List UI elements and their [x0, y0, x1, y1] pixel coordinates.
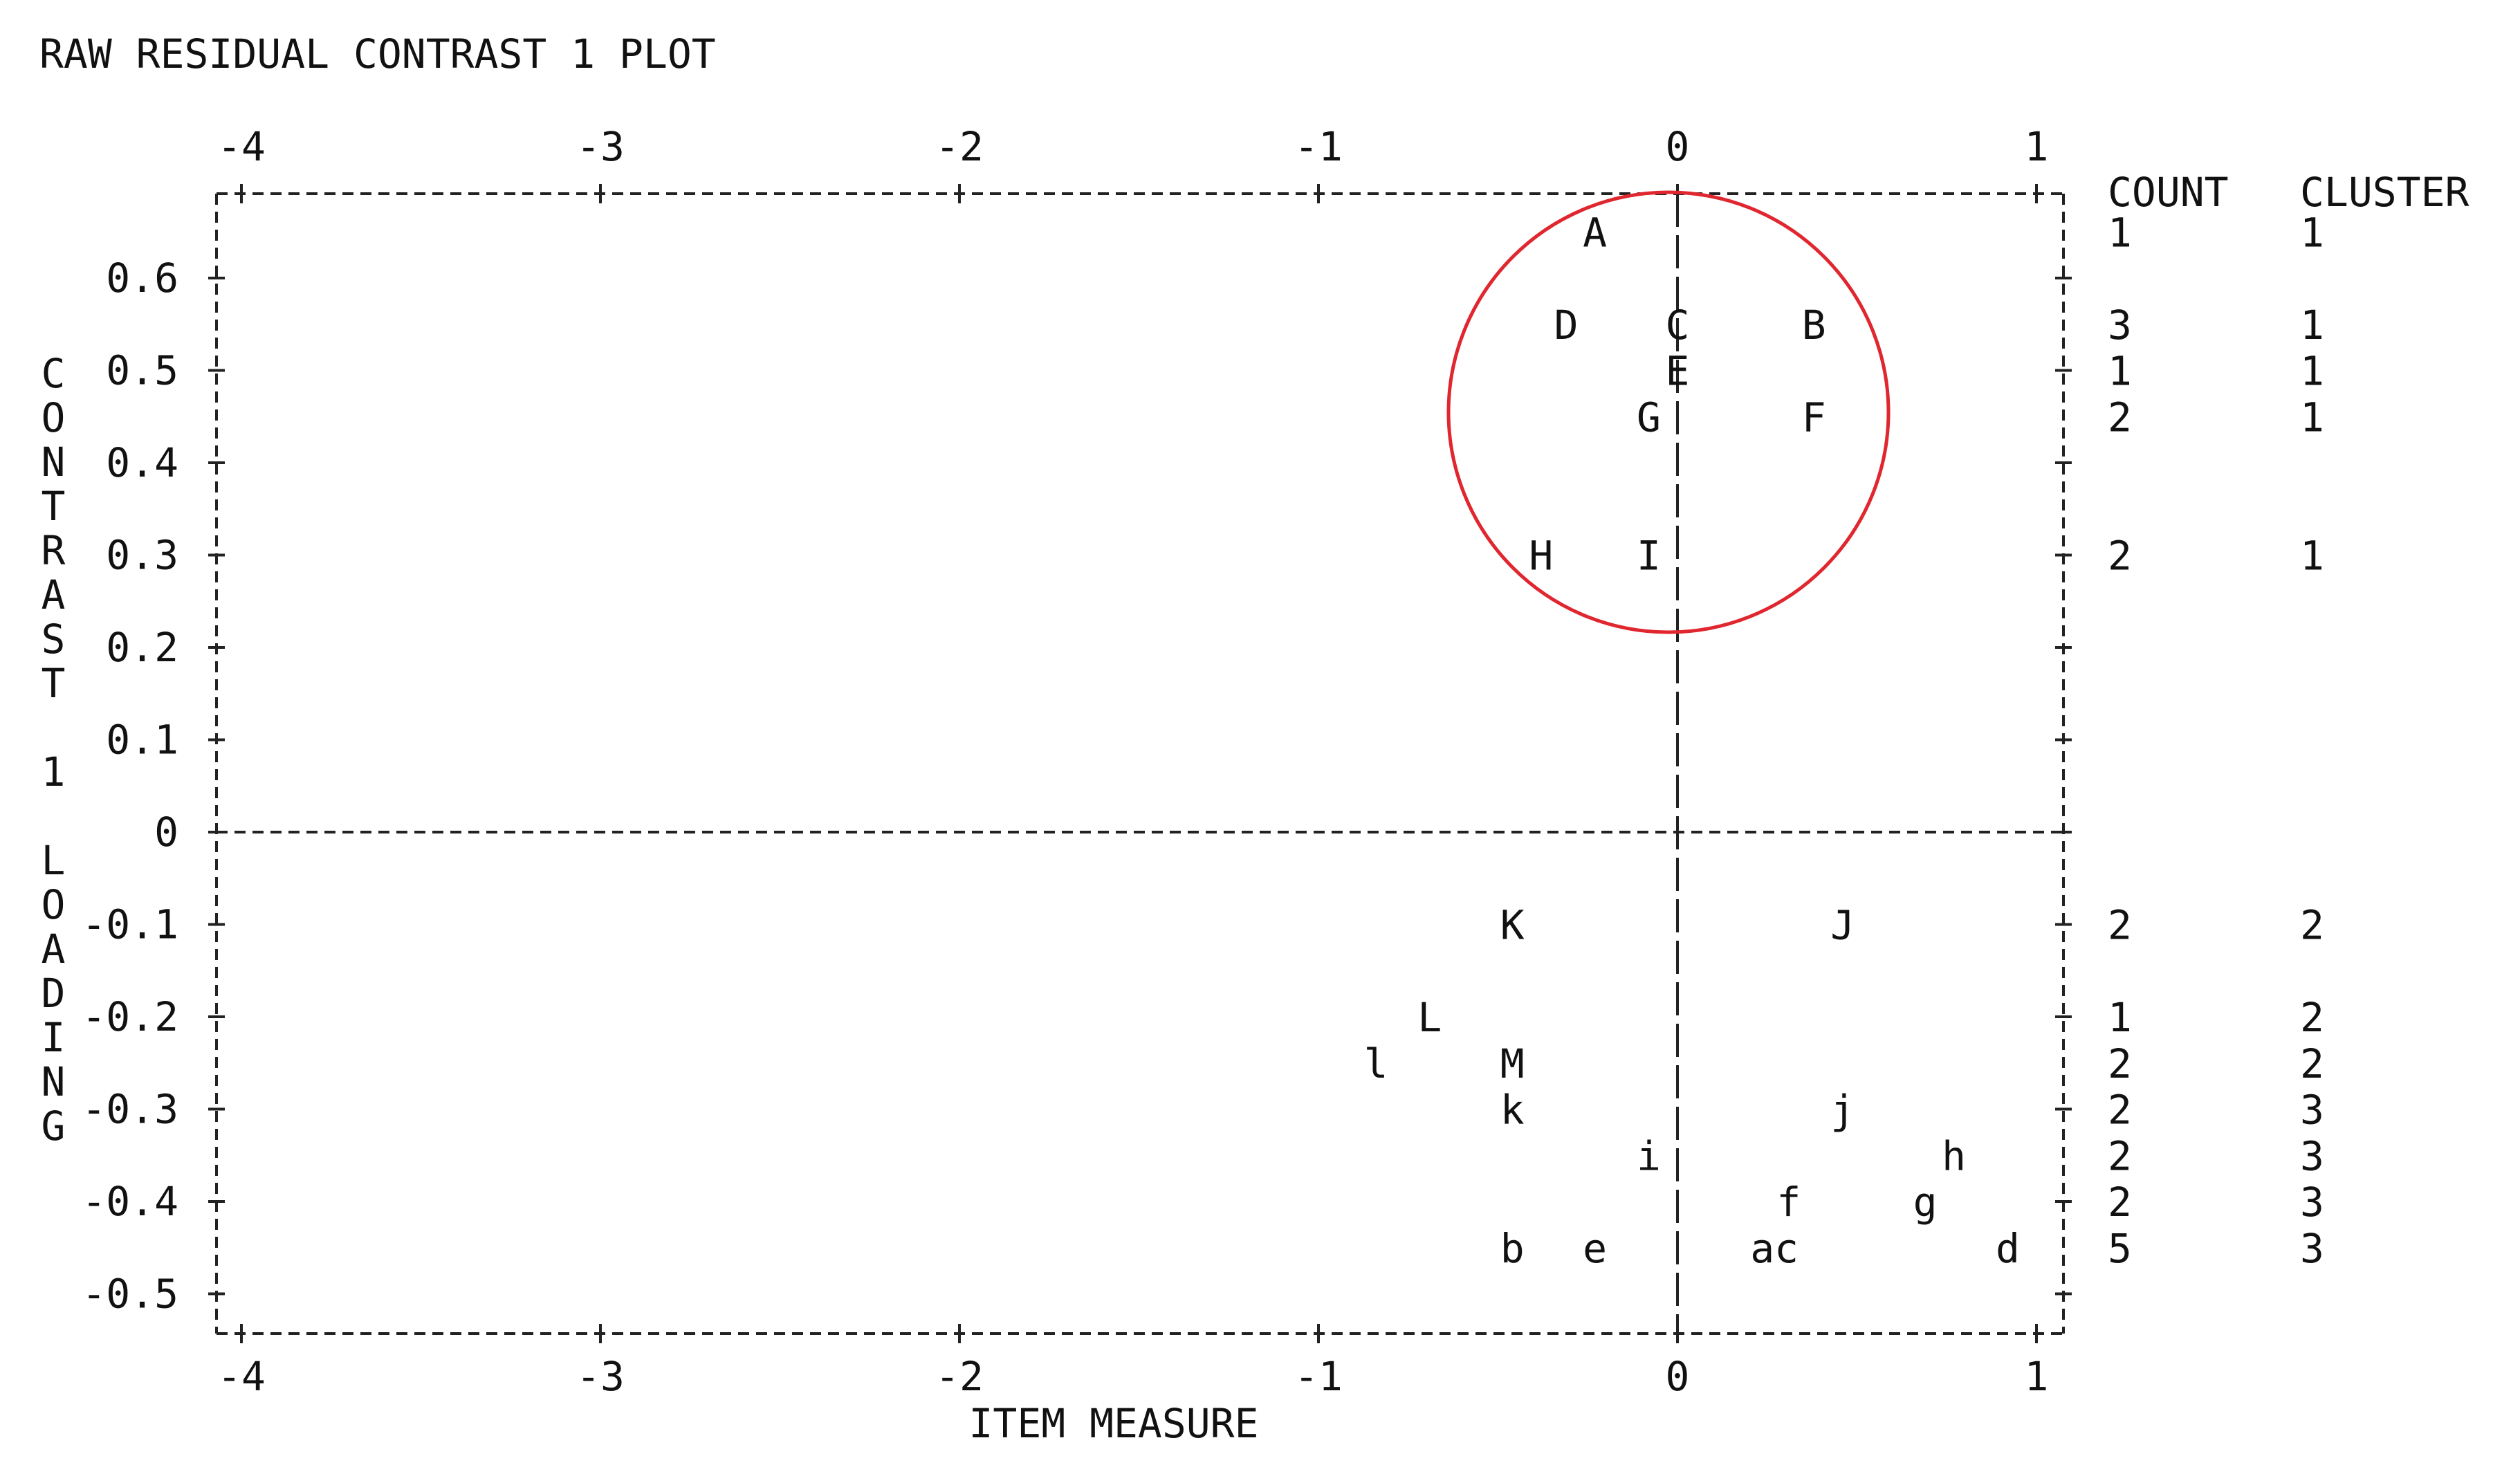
y-axis-label-char: R — [42, 527, 66, 574]
point-label: H — [1529, 533, 1553, 580]
cluster-value: 3 — [2300, 1225, 2324, 1272]
count-value: 2 — [2108, 1040, 2132, 1087]
y-axis-label-char: T — [42, 660, 66, 707]
x-tick-label: -3 — [576, 123, 625, 170]
point-label: M — [1500, 1040, 1525, 1087]
cluster-value: 2 — [2300, 1040, 2324, 1087]
y-axis-label-char: D — [42, 970, 66, 1017]
cluster-value: 1 — [2300, 348, 2324, 395]
y-axis-label-char: C — [42, 350, 66, 397]
point-label: K — [1500, 902, 1525, 949]
point-label: B — [1802, 302, 1826, 349]
cluster-value: 3 — [2300, 1179, 2324, 1226]
x-tick-label: -2 — [935, 123, 984, 170]
y-axis-label-char: 1 — [42, 748, 66, 795]
y-axis-label-char: L — [42, 837, 66, 884]
x-tick-label: -4 — [217, 1353, 266, 1400]
cluster-value: 1 — [2300, 394, 2324, 441]
point-label: l — [1364, 1040, 1388, 1087]
count-value: 2 — [2108, 1179, 2132, 1226]
chart-title: RAW RESIDUAL CONTRAST 1 PLOT — [39, 30, 716, 77]
point-label: k — [1500, 1087, 1525, 1134]
y-tick-label: -0.2 — [82, 993, 178, 1040]
point-label: L — [1417, 994, 1442, 1041]
y-axis-label-char: A — [42, 571, 66, 618]
point-label: i — [1637, 1132, 1661, 1179]
cluster-value: 1 — [2300, 209, 2324, 256]
y-axis-label-char: I — [42, 1014, 66, 1061]
x-tick-label: 0 — [1666, 123, 1690, 170]
y-axis-label-char: S — [42, 616, 66, 663]
x-axis-label: ITEM MEASURE — [968, 1400, 1258, 1447]
point-label: G — [1637, 394, 1661, 441]
x-tick-label: -4 — [217, 123, 266, 170]
count-value: 2 — [2108, 902, 2132, 949]
x-tick-label: -1 — [1294, 1353, 1343, 1400]
count-value: 1 — [2108, 994, 2132, 1041]
y-axis-label-char: N — [42, 1058, 66, 1105]
y-tick-label: 0.2 — [106, 624, 178, 671]
highlight-circle — [1446, 190, 1891, 634]
point-label: F — [1802, 394, 1826, 441]
point-label: ac — [1750, 1225, 1799, 1272]
x-tick-label: 1 — [2025, 123, 2049, 170]
tick-labels: -4 -4 -3 -3 -2 -2 -1 -1 0 0 1 1 0.6 0.5 0.4 0.3 0.2 0.1 0 -… — [82, 123, 2048, 1400]
count-value: 2 — [2108, 1132, 2132, 1179]
point-label: J — [1830, 902, 1855, 949]
x-tick-label: -3 — [576, 1353, 625, 1400]
y-axis-label-char: O — [42, 394, 66, 441]
point-label: C — [1666, 302, 1690, 349]
count-cluster-table: 1 13 11 12 12 12 21 22 22 32 32 35 3 — [2108, 209, 2324, 1272]
y-tick-label: 0 — [154, 809, 178, 856]
count-value: 2 — [2108, 533, 2132, 580]
cluster-value: 2 — [2300, 994, 2324, 1041]
data-points: AD C B EG F H I K J Ll Mk j i h f g b e ac d — [1364, 209, 2020, 1272]
count-value: 3 — [2108, 302, 2132, 349]
point-label: g — [1913, 1179, 1938, 1226]
x-tick-label: -1 — [1294, 123, 1343, 170]
y-tick-label: 0.4 — [106, 439, 178, 486]
point-label: D — [1554, 302, 1579, 349]
x-tick-label: 1 — [2025, 1353, 2049, 1400]
y-tick-label: -0.3 — [82, 1086, 178, 1133]
y-tick-label: 0.3 — [106, 532, 178, 579]
y-axis-label-char: N — [42, 439, 66, 486]
y-tick-label: 0.5 — [106, 347, 178, 394]
y-axis-label-char: G — [42, 1103, 66, 1150]
plot-frame — [208, 184, 2072, 1343]
point-label: f — [1776, 1179, 1801, 1226]
point-label: I — [1637, 533, 1661, 580]
count-value: 2 — [2108, 394, 2132, 441]
cluster-value: 1 — [2300, 533, 2324, 580]
y-tick-label: -0.4 — [82, 1178, 178, 1225]
count-header: COUNT — [2108, 169, 2229, 216]
cluster-value: 1 — [2300, 302, 2324, 349]
count-value: 1 — [2108, 348, 2132, 395]
x-tick-label: -2 — [935, 1353, 984, 1400]
y-axis-label-char: O — [42, 881, 66, 928]
point-label: E — [1666, 348, 1690, 395]
cluster-value: 3 — [2300, 1087, 2324, 1134]
point-label: e — [1583, 1225, 1607, 1272]
count-value: 5 — [2108, 1225, 2132, 1272]
point-label: A — [1583, 209, 1607, 256]
point-label: h — [1942, 1132, 1966, 1179]
y-tick-label: -0.5 — [82, 1271, 178, 1318]
y-axis-label-char: A — [42, 925, 66, 973]
count-value: 2 — [2108, 1087, 2132, 1134]
y-tick-label: 0.1 — [106, 717, 178, 764]
x-tick-label: 0 — [1666, 1353, 1690, 1400]
point-label: j — [1830, 1087, 1855, 1134]
point-label: d — [1996, 1225, 2020, 1272]
cluster-header: CLUSTER — [2300, 169, 2470, 216]
cluster-value: 2 — [2300, 902, 2324, 949]
y-tick-label: 0.6 — [106, 255, 178, 302]
cluster-value: 3 — [2300, 1132, 2324, 1179]
y-axis-label-char: T — [42, 483, 66, 530]
count-value: 1 — [2108, 209, 2132, 256]
y-tick-label: -0.1 — [82, 901, 178, 948]
point-label: b — [1500, 1225, 1525, 1272]
